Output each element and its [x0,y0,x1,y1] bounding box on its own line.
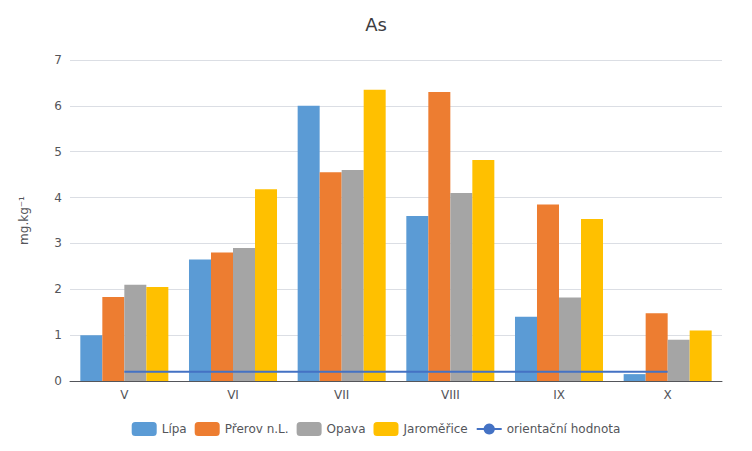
svg-text:Opava: Opava [327,422,366,436]
svg-text:VII: VII [334,388,349,402]
svg-text:V: V [120,388,129,402]
svg-text:mg.kg⁻¹: mg.kg⁻¹ [17,196,31,245]
svg-text:0: 0 [54,374,62,388]
svg-text:6: 6 [54,99,62,113]
svg-text:Lípa: Lípa [162,422,187,436]
svg-text:As: As [365,14,387,35]
svg-text:IX: IX [553,388,565,402]
svg-text:1: 1 [54,328,62,342]
svg-text:4: 4 [54,191,62,205]
svg-text:7: 7 [54,53,62,67]
svg-text:Jaroměřice: Jaroměřice [402,422,467,436]
svg-text:X: X [664,388,672,402]
svg-text:2: 2 [54,282,62,296]
svg-text:Přerov n.L.: Přerov n.L. [225,422,289,436]
svg-text:5: 5 [54,145,62,159]
svg-text:3: 3 [54,236,62,250]
svg-text:VIII: VIII [441,388,460,402]
svg-text:orientační hodnota: orientační hodnota [507,422,621,436]
svg-text:VI: VI [227,388,239,402]
